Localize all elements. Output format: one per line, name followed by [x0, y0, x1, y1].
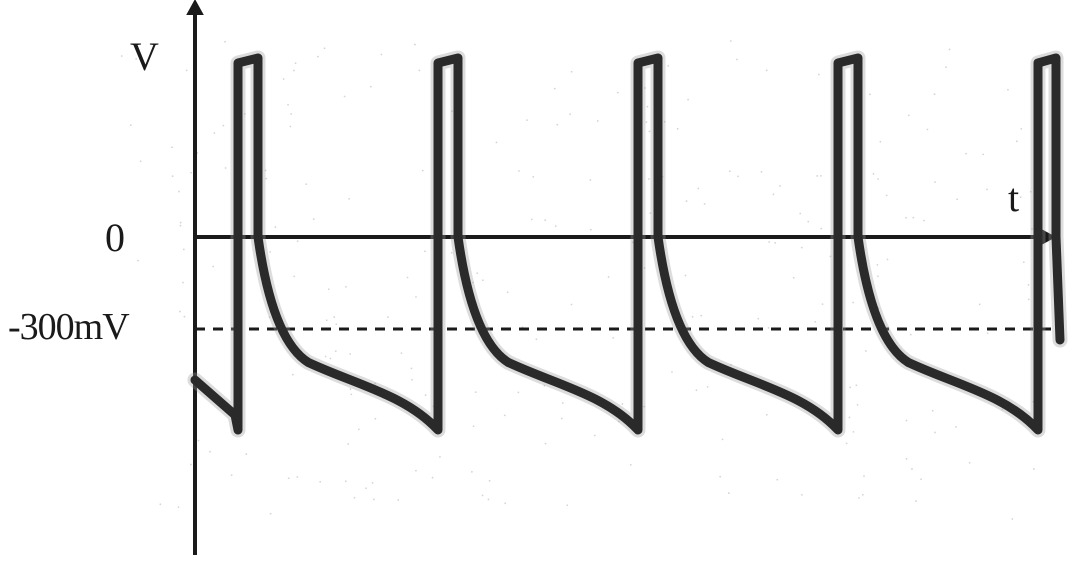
plot-background — [0, 0, 1083, 574]
x-axis-label: t — [1008, 175, 1019, 220]
reference-label: -300mV — [8, 306, 130, 348]
oscilloscope-plot: Vt 0 -300mV — [0, 0, 1083, 574]
y-axis-label: V — [130, 34, 159, 79]
zero-label: 0 — [105, 215, 125, 260]
